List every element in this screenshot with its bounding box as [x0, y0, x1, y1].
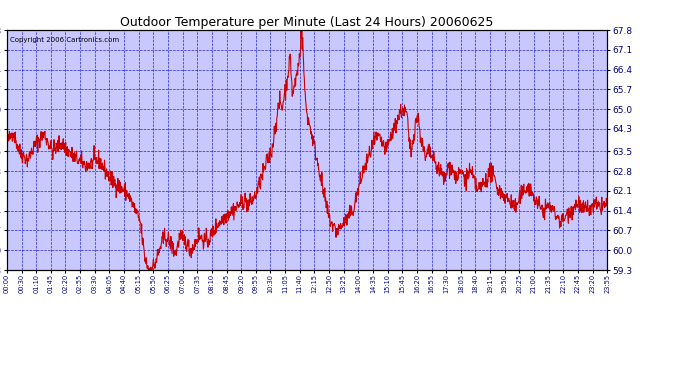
Text: Copyright 2006 Cartronics.com: Copyright 2006 Cartronics.com [10, 37, 119, 43]
Title: Outdoor Temperature per Minute (Last 24 Hours) 20060625: Outdoor Temperature per Minute (Last 24 … [120, 16, 494, 29]
